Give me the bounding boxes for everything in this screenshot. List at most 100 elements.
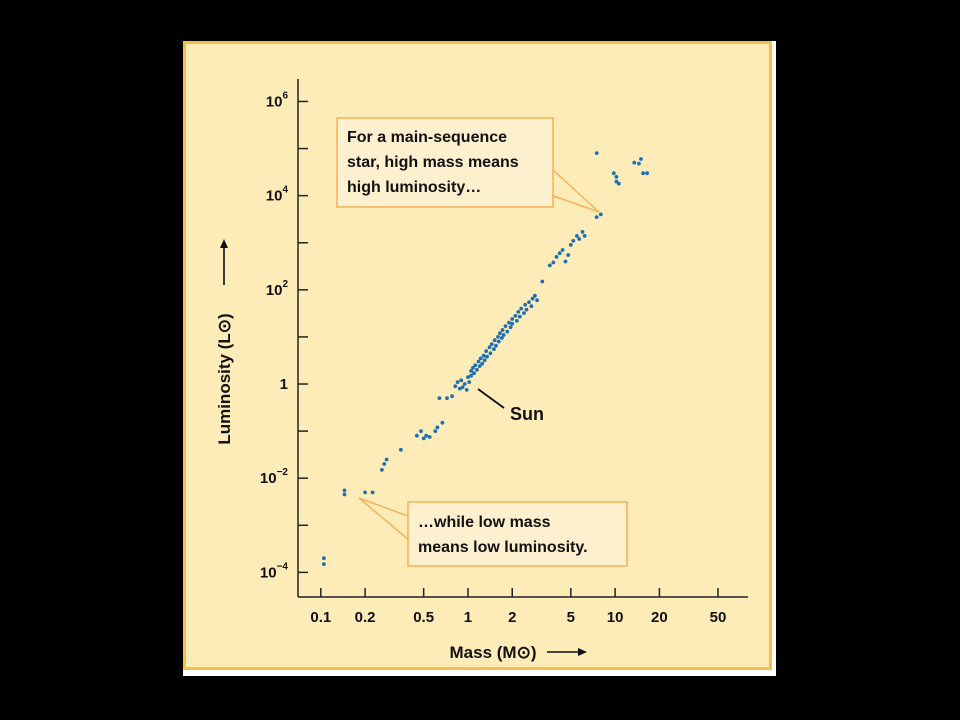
data-point [611, 171, 616, 176]
data-point [527, 300, 531, 304]
data-point [363, 490, 367, 495]
y-tick-exponent: −4 [277, 561, 289, 572]
data-point [482, 358, 487, 363]
data-point [513, 314, 518, 318]
data-points [322, 151, 649, 566]
x-tick-label: 0.1 [310, 609, 331, 626]
y-tick-base: 10 [266, 282, 283, 299]
data-point [496, 339, 501, 344]
data-point [616, 181, 621, 186]
y-tick-base: 1 [280, 376, 288, 393]
data-point [522, 311, 526, 315]
data-point [455, 380, 460, 384]
y-tick-base: 10 [260, 470, 277, 487]
data-point [487, 345, 492, 350]
data-point [498, 331, 502, 336]
callout-low-line-2: means low luminosity. [418, 539, 588, 556]
x-tick-label: 10 [607, 609, 624, 626]
callout-sun-label: Sun [510, 404, 544, 424]
data-point [641, 171, 645, 176]
callout-high-box [336, 117, 554, 208]
y-tick-label: 102 [266, 279, 289, 299]
y-axis-title: Luminosity (L⊙) [215, 313, 234, 444]
y-tick-base: 10 [260, 564, 277, 581]
x-tick-label: 1 [464, 609, 472, 626]
data-point [459, 378, 464, 383]
data-point [370, 490, 375, 495]
data-point [466, 375, 470, 379]
data-point [523, 302, 528, 307]
data-point [485, 354, 489, 359]
x-tick-label: 0.2 [355, 609, 376, 626]
y-tick-base: 10 [266, 93, 283, 110]
data-point [500, 336, 504, 340]
data-point [551, 260, 556, 265]
data-point [450, 394, 454, 399]
data-point [533, 293, 537, 298]
data-point [535, 298, 539, 303]
x-axis-title: Mass (M⊙) [450, 643, 537, 662]
data-point [384, 457, 389, 462]
data-point [477, 364, 482, 368]
data-point [566, 253, 571, 257]
data-point [435, 425, 440, 430]
callout-low-pointer-2 [358, 497, 417, 547]
data-point [515, 318, 519, 323]
callout-high-line-1: For a main-sequence [347, 129, 507, 146]
data-point [478, 356, 483, 361]
data-point [496, 335, 500, 339]
data-point [501, 333, 506, 337]
callout-low-pointer-1 [358, 497, 417, 520]
data-point [475, 367, 479, 372]
y-tick-exponent: −2 [277, 467, 289, 478]
data-point [614, 175, 619, 179]
svg-text:…while low mass mean: …while low mass means low luminosity. [418, 514, 588, 556]
data-point [419, 429, 423, 433]
callout-sun: Sun [477, 388, 544, 424]
x-ticks: 0.1 0.2 0.5 1 2 5 10 20 50 [310, 588, 726, 626]
data-point [594, 151, 599, 155]
data-point [467, 380, 472, 384]
y-axis-arrowhead [220, 239, 228, 248]
data-point [424, 433, 429, 438]
data-point [471, 366, 475, 370]
data-point [560, 248, 565, 252]
data-point [632, 160, 637, 165]
data-point [639, 157, 643, 161]
data-point [492, 338, 497, 343]
data-point [453, 384, 458, 389]
data-point [489, 342, 494, 347]
data-point [575, 234, 579, 238]
axes [297, 79, 748, 598]
data-point [577, 237, 582, 241]
data-point [421, 436, 426, 441]
callout-high-line-3: high luminosity… [347, 179, 481, 196]
data-point [382, 462, 387, 466]
data-point [415, 433, 419, 438]
data-point [437, 396, 442, 401]
data-point [510, 321, 515, 326]
y-tick-label: 104 [266, 185, 289, 205]
data-point [476, 359, 481, 364]
data-point [472, 371, 476, 376]
data-point [529, 304, 534, 309]
data-point [582, 234, 587, 238]
data-point [480, 361, 485, 366]
callout-low-mass: …while low mass means low luminosity. [358, 497, 628, 567]
slide: 0.1 0.2 0.5 1 2 5 10 20 50 10−4 10−2 1 102 104 106 Lu… [183, 41, 776, 676]
data-point [462, 382, 467, 386]
data-point [507, 320, 511, 325]
y-tick-label: 106 [266, 90, 289, 110]
data-point [563, 259, 568, 264]
svg-text:For a main-sequence: For a main-sequence star, high mass mean… [347, 129, 523, 196]
data-point [494, 343, 498, 348]
data-point [484, 349, 489, 353]
data-point [503, 324, 508, 328]
data-point [427, 435, 432, 439]
x-tick-label: 5 [567, 609, 575, 626]
data-point [571, 238, 576, 243]
x-axis-arrowhead [578, 648, 587, 656]
x-tick-label: 50 [710, 609, 727, 626]
y-tick-label: 10−4 [260, 561, 289, 581]
